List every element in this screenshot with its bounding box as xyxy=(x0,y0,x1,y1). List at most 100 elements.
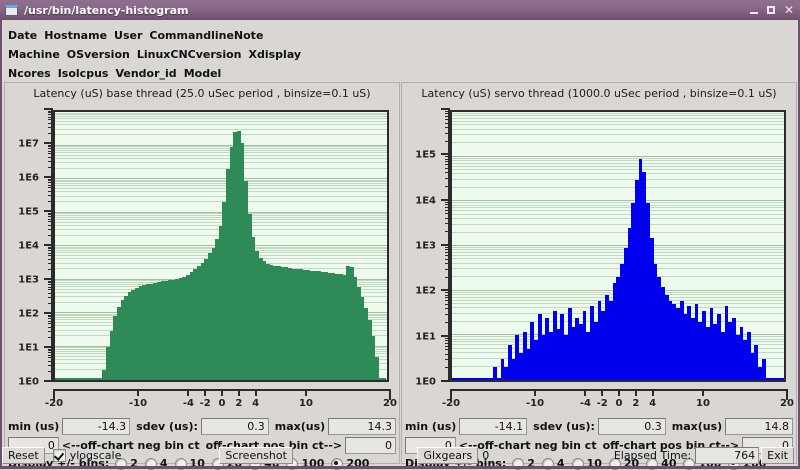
y-tick-label: 1E3 xyxy=(18,274,39,286)
y-tick xyxy=(48,110,53,112)
histogram-bar xyxy=(284,267,288,380)
histogram-bar xyxy=(590,306,594,380)
histogram-bar xyxy=(586,331,591,380)
x-tick-label: 2 xyxy=(632,398,640,409)
close-icon[interactable]: ✕ xyxy=(783,3,794,17)
histogram-bar xyxy=(683,314,688,380)
ylogscale-label: ylogscale xyxy=(69,449,122,462)
histogram-bar xyxy=(62,378,66,380)
y-tick xyxy=(48,246,53,248)
sdev-label: sdev (us): xyxy=(136,420,198,433)
y-tick xyxy=(445,204,450,206)
histogram-bar xyxy=(375,356,380,380)
y-tick xyxy=(445,167,450,169)
histogram-bar xyxy=(620,263,624,380)
stats-row-minmax: min (us) -14.1 sdev (us): 0.3 max(us) 14.8 xyxy=(402,417,796,436)
info-token: CommandlineNote xyxy=(149,29,264,42)
info-header: Date Hostname User CommandlineNote Machine O… xyxy=(2,20,798,83)
histogram-bar xyxy=(463,378,467,380)
x-tick-label: -2 xyxy=(596,398,608,409)
y-tick xyxy=(441,244,450,246)
y-tick-label: 1E2 xyxy=(18,308,39,320)
x-tick xyxy=(634,389,637,396)
y-tick xyxy=(48,360,53,362)
y-tick xyxy=(48,150,53,152)
y-tick xyxy=(445,303,450,305)
y-tick xyxy=(445,127,450,129)
maximize-icon[interactable] xyxy=(766,6,775,14)
x-tick-label: -20 xyxy=(441,398,461,409)
histogram-bar xyxy=(98,378,103,380)
y-tick xyxy=(48,144,53,146)
bottom-toolbar: Reset ylogscale Screenshot Glxgears 0 El… xyxy=(2,446,796,465)
histogram-bar xyxy=(597,300,602,380)
histogram-bar xyxy=(102,369,106,380)
histogram-bar xyxy=(131,289,136,380)
histogram-bar xyxy=(612,282,617,380)
histogram-bar xyxy=(87,378,92,380)
histogram-bar xyxy=(200,262,205,380)
bins-radio-label: 2 xyxy=(527,457,535,470)
y-tick xyxy=(48,262,53,264)
info-token: Isolcpus xyxy=(57,67,109,80)
window-titlebar[interactable]: /usr/bin/latency-histogram ✕ xyxy=(0,0,800,21)
info-token: Xdisplay xyxy=(248,48,302,61)
minimize-icon[interactable] xyxy=(749,6,758,14)
histogram-bar xyxy=(508,345,512,380)
y-tick xyxy=(445,276,450,278)
screenshot-button[interactable]: Screenshot xyxy=(219,447,293,464)
y-tick xyxy=(445,249,450,251)
histogram-bar xyxy=(623,248,628,380)
histogram-panels: Latency (uS) base thread (25.0 uSec peri… xyxy=(4,82,798,470)
histogram-bar xyxy=(196,266,201,380)
glxgears-button[interactable]: Glxgears xyxy=(417,447,479,464)
histogram-bar xyxy=(58,378,63,380)
y-tick-label: 1E7 xyxy=(18,138,39,150)
y-tick xyxy=(48,190,53,192)
x-tick-label: 10 xyxy=(696,398,710,409)
histogram-bar xyxy=(691,317,695,380)
y-tick xyxy=(445,116,450,118)
histogram-bar xyxy=(713,323,718,380)
histogram-bar xyxy=(186,274,190,380)
y-tick xyxy=(48,148,53,150)
x-tick-label: 0 xyxy=(218,398,226,409)
y-tick xyxy=(441,380,450,382)
x-tick xyxy=(601,389,604,396)
histogram-bar xyxy=(455,378,460,380)
x-tick-label: 20 xyxy=(780,398,794,409)
ylogscale-checkbox[interactable]: ylogscale xyxy=(52,449,122,462)
histogram-bar xyxy=(769,378,774,380)
y-tick xyxy=(445,122,450,124)
reset-button[interactable]: Reset xyxy=(2,447,45,464)
y-tick xyxy=(445,231,450,233)
histogram-bar xyxy=(773,378,777,380)
y-tick xyxy=(48,320,53,322)
histogram-bar xyxy=(459,378,464,380)
histogram-bar xyxy=(222,202,227,380)
histogram-bar xyxy=(247,214,252,380)
y-tick xyxy=(445,340,450,342)
histogram-bar xyxy=(331,273,336,380)
histogram-bar xyxy=(679,300,684,380)
y-tick xyxy=(445,113,450,115)
y-tick xyxy=(44,108,53,110)
x-tick xyxy=(786,389,788,400)
histogram-bar xyxy=(631,203,635,380)
y-tick xyxy=(445,164,450,166)
y-tick xyxy=(445,345,450,347)
y-axis-labels: 1E0 1E1 1E2 1E3 1E4 1E5 1E6 1E7 xyxy=(5,104,41,389)
histogram-bar xyxy=(269,264,274,380)
histogram-bar xyxy=(360,297,365,380)
histogram-bar xyxy=(504,366,509,380)
exit-button[interactable]: Exit xyxy=(761,447,794,464)
histogram-bar xyxy=(291,268,296,380)
histogram-bar xyxy=(687,306,691,380)
histogram-bar xyxy=(735,335,740,380)
y-tick xyxy=(445,297,450,299)
x-tick xyxy=(389,389,391,400)
histogram-bar xyxy=(646,203,650,380)
y-tick-label: 1E4 xyxy=(415,195,436,207)
y-tick-label: 1E6 xyxy=(18,172,39,184)
window-bottom-edge xyxy=(0,466,800,469)
